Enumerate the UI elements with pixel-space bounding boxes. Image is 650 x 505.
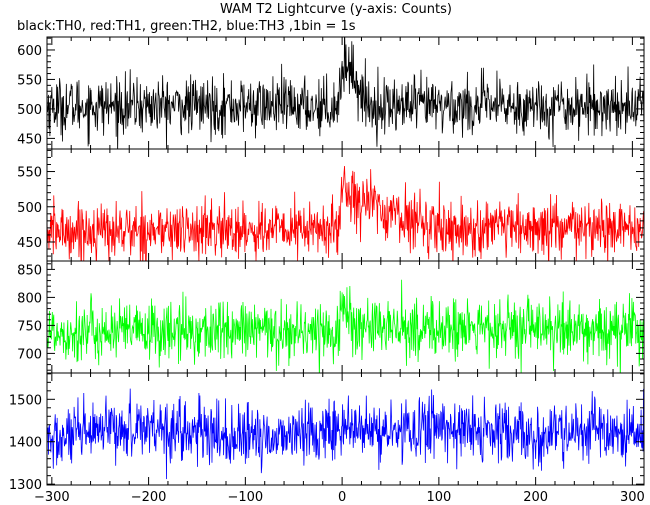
x-tick-label: 300 bbox=[620, 490, 645, 505]
x-tick-label: −300 bbox=[34, 490, 70, 505]
chart-title: WAM T2 Lightcurve (y-axis: Counts) bbox=[220, 2, 452, 17]
series-line-th3 bbox=[47, 388, 644, 480]
x-tick-label: 100 bbox=[426, 490, 451, 505]
y-tick-label: 550 bbox=[17, 73, 42, 88]
y-tick-label: 700 bbox=[17, 347, 42, 362]
y-tick-label: 1400 bbox=[9, 436, 42, 451]
panel-frame bbox=[46, 148, 645, 262]
y-tick-label: 450 bbox=[17, 132, 42, 147]
x-tick-label: 200 bbox=[523, 490, 548, 505]
panel-th2: 700 750 800 850 bbox=[17, 260, 645, 374]
x-tick-label: −100 bbox=[227, 490, 263, 505]
y-tick-label: 600 bbox=[17, 44, 42, 59]
panels-layer: 450 500 550 600 450 500 550 700 750 800 850 1300 140… bbox=[9, 36, 645, 493]
panel-frame bbox=[46, 372, 645, 486]
y-tick-label: 800 bbox=[17, 291, 42, 306]
series-line-th0 bbox=[47, 37, 644, 149]
y-tick-label: 500 bbox=[17, 103, 42, 118]
y-tick-label: 500 bbox=[17, 201, 42, 216]
y-tick-label: 750 bbox=[17, 319, 42, 334]
y-tick-label: 450 bbox=[17, 236, 42, 251]
x-tick-label: −200 bbox=[131, 490, 167, 505]
y-tick-label: 850 bbox=[17, 263, 42, 278]
panel-th0: 450 500 550 600 bbox=[17, 36, 645, 150]
chart-subtitle: black:TH0, red:TH1, green:TH2, blue:TH3 … bbox=[17, 19, 356, 34]
y-tick-label: 1500 bbox=[9, 393, 42, 408]
y-tick-label: 550 bbox=[17, 166, 42, 181]
x-tick-label: 0 bbox=[338, 490, 346, 505]
series-line-th1 bbox=[47, 166, 644, 261]
x-axis: −300 −200 −100 0 100 200 300 bbox=[34, 490, 645, 505]
panel-th3: 1300 1400 1500 bbox=[9, 372, 645, 493]
series-line-th2 bbox=[47, 279, 644, 373]
y-tick-label: 1300 bbox=[9, 478, 42, 493]
panel-th1: 450 500 550 bbox=[17, 148, 645, 262]
